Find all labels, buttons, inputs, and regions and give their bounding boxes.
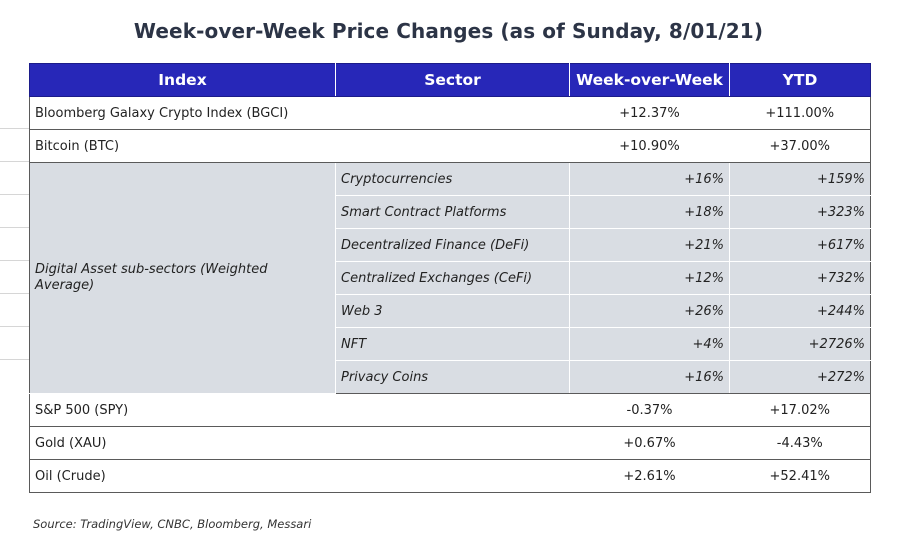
sector-name: NFT	[335, 327, 570, 361]
wow-value: +4%	[569, 327, 730, 361]
index-name: Bloomberg Galaxy Crypto Index (BGCI)	[29, 96, 570, 130]
sector-name: Smart Contract Platforms	[335, 195, 570, 229]
ytd-value: +2726%	[729, 327, 871, 361]
table-row: S&P 500 (SPY) -0.37% +17.02%	[29, 393, 871, 427]
column-header-index: Index	[29, 63, 336, 97]
wow-value: -0.37%	[569, 393, 730, 427]
wow-value: +12.37%	[569, 96, 730, 130]
subsector-row: Centralized Exchanges (CeFi) +12% +732%	[30, 261, 871, 295]
index-name: S&P 500 (SPY)	[29, 393, 570, 427]
wow-value: +26%	[569, 294, 730, 328]
sector-name: Centralized Exchanges (CeFi)	[335, 261, 570, 295]
sector-name: Cryptocurrencies	[335, 162, 570, 196]
table-row: Gold (XAU) +0.67% -4.43%	[29, 426, 871, 460]
sector-name: Decentralized Finance (DeFi)	[335, 228, 570, 262]
table-row: Bloomberg Galaxy Crypto Index (BGCI) +12…	[29, 96, 871, 130]
wow-value: +16%	[569, 162, 730, 196]
ytd-value: +37.00%	[729, 129, 871, 163]
wow-value: +21%	[569, 228, 730, 262]
subsector-row: Privacy Coins +16% +272%	[30, 360, 871, 394]
ytd-value: +159%	[729, 162, 871, 196]
ytd-value: +732%	[729, 261, 871, 295]
sector-name: Privacy Coins	[335, 360, 570, 394]
table-header-row: Index Sector Week-over-Week YTD	[29, 63, 871, 97]
wow-value: +0.67%	[569, 426, 730, 460]
subsector-row: NFT +4% +2726%	[30, 327, 871, 361]
ytd-value: +52.41%	[729, 459, 871, 493]
edge-gridlines	[0, 128, 29, 368]
wow-value: +12%	[569, 261, 730, 295]
wow-value: +2.61%	[569, 459, 730, 493]
ytd-value: -4.43%	[729, 426, 871, 460]
ytd-value: +323%	[729, 195, 871, 229]
ytd-value: +17.02%	[729, 393, 871, 427]
wow-value: +10.90%	[569, 129, 730, 163]
subsector-row: Digital Asset sub-sectors (Weighted Aver…	[29, 162, 871, 394]
wow-value: +16%	[569, 360, 730, 394]
ytd-value: +272%	[729, 360, 871, 394]
ytd-value: +617%	[729, 228, 871, 262]
column-header-sector: Sector	[335, 63, 570, 97]
table-row: Oil (Crude) +2.61% +52.41%	[29, 459, 871, 493]
column-header-week-over-week: Week-over-Week	[569, 63, 730, 97]
subsector-row: Web 3 +26% +244%	[30, 294, 871, 328]
index-name: Gold (XAU)	[29, 426, 570, 460]
table-row: Bitcoin (BTC) +10.90% +37.00%	[29, 129, 871, 163]
subsector-row: Decentralized Finance (DeFi) +21% +617%	[30, 228, 871, 262]
sector-name: Web 3	[335, 294, 570, 328]
page-title: Week-over-Week Price Changes (as of Sund…	[133, 19, 764, 43]
ytd-value: +111.00%	[729, 96, 871, 130]
wow-value: +18%	[569, 195, 730, 229]
ytd-value: +244%	[729, 294, 871, 328]
price-changes-table: Index Sector Week-over-Week YTD Bloomber…	[29, 63, 871, 493]
index-name: Bitcoin (BTC)	[29, 129, 570, 163]
index-name: Oil (Crude)	[29, 459, 570, 493]
column-header-ytd: YTD	[729, 63, 871, 97]
subsector-group-label: Digital Asset sub-sectors (Weighted Aver…	[29, 162, 336, 394]
source-note: Source: TradingView, CNBC, Bloomberg, Me…	[33, 517, 312, 531]
